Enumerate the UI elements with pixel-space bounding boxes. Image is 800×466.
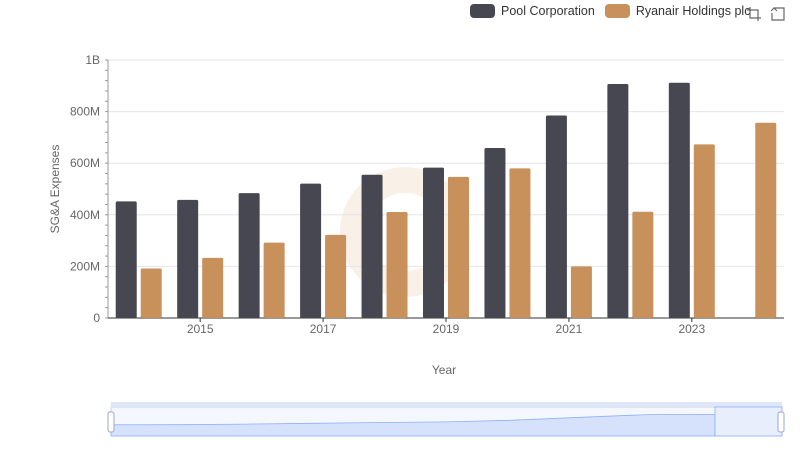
bar-ryanair-2015 <box>202 257 224 318</box>
x-tick-label: 2017 <box>310 322 337 336</box>
toolbox <box>746 6 786 22</box>
bar-pool-2014 <box>115 201 137 318</box>
legend-item-ryanair-holdings[interactable]: Ryanair Holdings plc <box>604 4 751 18</box>
bar-pool-2016 <box>238 193 260 318</box>
bar-pool-2023 <box>668 82 690 318</box>
datazoom-top-bar <box>111 402 782 407</box>
bar-ryanair-2018 <box>386 211 408 318</box>
bar-ryanair-2020 <box>509 168 531 318</box>
bar-ryanair-2014 <box>140 268 162 318</box>
x-tick-label: 2019 <box>433 322 460 336</box>
reset-icon[interactable] <box>770 6 786 22</box>
bar-pool-2019 <box>423 167 444 318</box>
bar-ryanair-2023 <box>693 144 715 318</box>
y-tick-label: 200M <box>70 259 100 273</box>
bar-pool-2020 <box>484 147 506 318</box>
legend: Pool Corporation Ryanair Holdings plc <box>470 4 750 18</box>
bar-pool-2022 <box>607 83 629 318</box>
x-tick-label: 2021 <box>556 322 583 336</box>
datazoom-left-handle[interactable] <box>107 411 115 433</box>
bar-pool-2015 <box>177 199 199 318</box>
y-tick-label: 800M <box>70 105 100 119</box>
bar-ryanair-2017 <box>325 234 347 318</box>
legend-item-pool-corporation[interactable]: Pool Corporation <box>470 4 595 18</box>
y-axis-title: SG&A Expenses <box>48 145 62 234</box>
zoom-icon[interactable] <box>746 6 762 22</box>
bar-ryanair-2022 <box>632 211 654 318</box>
y-tick-label: 1B <box>85 53 100 67</box>
bar-pool-2021 <box>545 115 567 318</box>
bar-pool-2017 <box>300 183 322 318</box>
bar-ryanair-2021 <box>570 266 592 318</box>
y-tick-label: 600M <box>70 156 100 170</box>
x-tick-label: 2015 <box>187 322 214 336</box>
x-tick-label: 2023 <box>678 322 705 336</box>
bar-pool-2018 <box>361 174 383 318</box>
bar-ryanair-2019 <box>448 176 469 318</box>
legend-swatch-ryanair-holdings <box>604 4 630 18</box>
y-tick-label: 0 <box>93 311 100 325</box>
bar-ryanair-2024 <box>755 122 777 318</box>
datazoom-selected-range <box>714 406 783 437</box>
datazoom-right-handle[interactable] <box>777 411 785 433</box>
y-tick-label: 400M <box>70 208 100 222</box>
legend-swatch-pool-corporation <box>470 4 495 18</box>
bar-ryanair-2016 <box>263 242 285 318</box>
legend-label-pool-corporation: Pool Corporation <box>501 4 595 18</box>
x-axis-title: Year <box>432 363 456 377</box>
legend-label-ryanair-holdings: Ryanair Holdings plc <box>635 4 751 18</box>
